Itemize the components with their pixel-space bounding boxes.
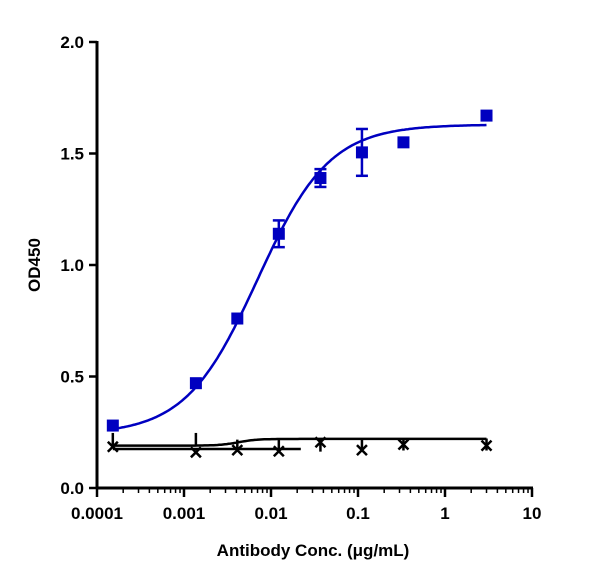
series-square [106,109,493,432]
y-tick-label: 2.0 [60,33,84,52]
x-tick-label: 10 [523,504,542,523]
fit-curve [112,437,487,447]
data-point [189,377,202,390]
data-point [355,146,368,159]
y-tick-label: 0.5 [60,368,84,387]
data-point [397,136,410,149]
y-axis-label: OD450 [25,238,44,292]
x-tick-label: 1 [440,504,449,523]
x-tick-label: 0.001 [163,504,206,523]
axes: 0.0 0.5 1.0 1.5 2.0 0.0001 0.001 0.01 0.1 1 10 [60,33,541,523]
x-tick-label: 0.01 [254,504,287,523]
data-point [106,419,119,432]
y-tick-label: 0.0 [60,479,84,498]
data-point [314,436,327,449]
data-point [190,446,202,459]
plot-area [106,109,493,459]
data-point [397,438,410,451]
data-point [272,227,285,240]
series-x [106,436,493,459]
fit-curve [112,123,487,431]
data-point [231,444,244,456]
data-point [272,445,285,458]
data-point [480,439,493,452]
y-tick-label: 1.0 [60,256,84,275]
x-tick-label: 0.1 [346,504,370,523]
x-tick-label: 0.0001 [71,504,123,523]
y-tick-label: 1.5 [60,145,84,164]
data-point [106,440,119,453]
data-point [356,444,368,456]
data-point [231,312,244,325]
x-axis-label: Antibody Conc. (μg/mL) [217,541,410,560]
data-point [480,109,493,122]
data-point [314,172,327,185]
